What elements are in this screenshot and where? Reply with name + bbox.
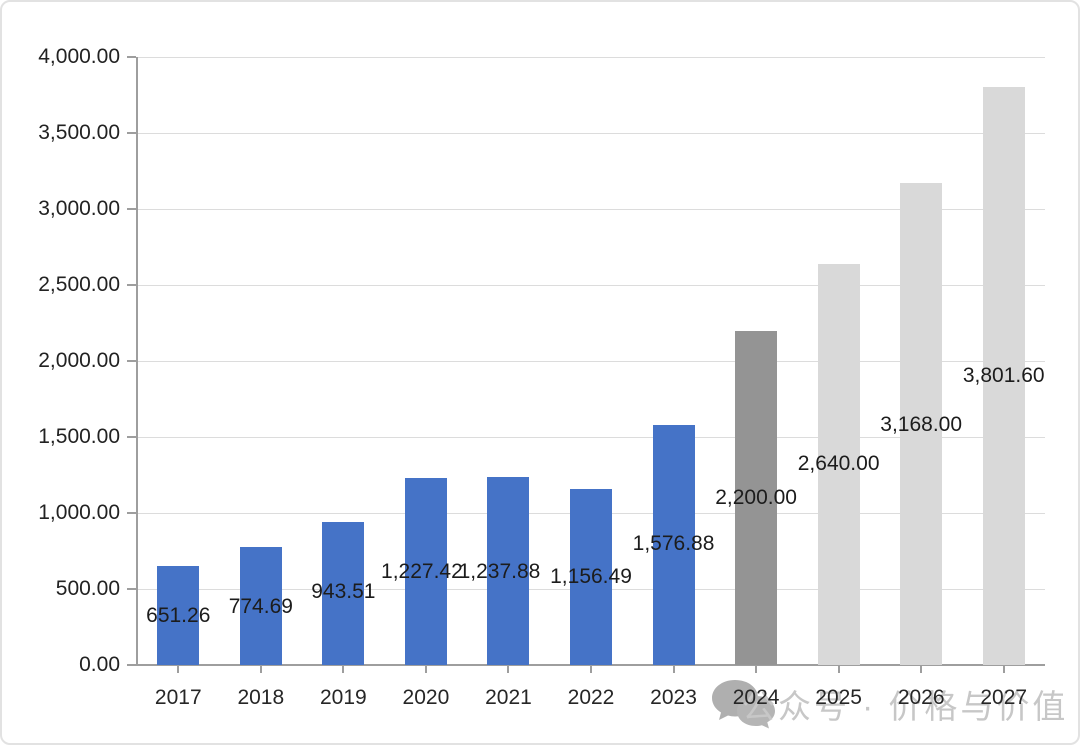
x-axis-tick	[177, 665, 180, 673]
y-axis-tick-label: 4,000.00	[38, 45, 120, 68]
x-axis-tick	[920, 665, 923, 673]
bar-value-label: 1,237.88	[458, 560, 541, 583]
x-axis-tick	[424, 665, 427, 673]
x-axis-category-label: 2023	[650, 686, 697, 709]
x-axis-category-label: 2017	[154, 686, 202, 709]
y-gridline	[137, 360, 1045, 362]
y-axis-tick-label: 500.00	[55, 577, 120, 600]
bar-value-label: 943.51	[311, 580, 376, 603]
y-axis-tick	[127, 436, 136, 438]
y-axis-tick-label: 0.00	[79, 653, 120, 676]
bar-2024	[735, 330, 778, 665]
y-axis-tick	[127, 512, 136, 514]
bar-2025	[817, 263, 860, 665]
x-axis-category-label: 2020	[402, 686, 450, 709]
x-axis-tick	[259, 665, 262, 673]
y-gridline	[137, 132, 1045, 134]
x-axis-category-label: 2018	[237, 686, 285, 709]
x-axis-category-label: 2027	[980, 686, 1028, 709]
y-axis-tick	[127, 664, 136, 666]
bar-2018	[239, 547, 282, 665]
y-axis-tick	[127, 360, 136, 362]
bar-2026	[900, 183, 943, 665]
x-axis-tick	[672, 665, 675, 673]
bar-value-label: 3,801.60	[962, 364, 1045, 387]
y-axis-tick	[127, 132, 136, 134]
x-axis-category-label: 2026	[897, 686, 945, 709]
y-axis-tick-label: 2,500.00	[38, 273, 120, 296]
x-axis-tick	[755, 665, 758, 673]
x-axis-category-label: 2025	[815, 686, 862, 709]
x-axis-tick	[507, 665, 510, 673]
x-axis-category-label: 2019	[320, 686, 367, 709]
bar-2019	[322, 521, 365, 665]
bar-value-label: 3,168.00	[880, 413, 963, 436]
bar-value-label: 2,640.00	[797, 452, 880, 475]
y-axis-line	[136, 57, 138, 665]
bar-2020	[404, 478, 447, 665]
x-axis-category-label: 2021	[485, 686, 532, 709]
y-gridline	[137, 56, 1045, 58]
y-axis-tick-label: 3,500.00	[38, 121, 120, 144]
x-axis-category-label: 2024	[732, 686, 780, 709]
bar-value-label: 1,576.88	[632, 532, 715, 555]
bar-2027	[982, 87, 1025, 665]
bar-value-label: 1,227.42	[381, 560, 463, 583]
y-axis-tick-label: 1,000.00	[38, 501, 120, 524]
y-axis-tick-label: 1,500.00	[38, 425, 120, 448]
x-axis-tick	[590, 665, 592, 673]
chat-bubbles-icon	[712, 680, 775, 729]
y-gridline	[137, 284, 1045, 286]
watermark: 公众号 · 价格与价值	[708, 676, 1068, 732]
x-axis-category-label: 2022	[567, 686, 615, 709]
bar-value-label: 651.26	[146, 604, 211, 627]
bar-2023	[652, 425, 695, 665]
bar-2021	[487, 476, 530, 665]
bar-value-label: 2,200.00	[715, 486, 797, 509]
y-axis-tick	[127, 208, 136, 210]
watermark-text: 公众号 · 价格与价值	[742, 688, 1069, 725]
y-axis-tick	[127, 56, 136, 58]
y-gridline	[137, 208, 1045, 210]
x-axis-tick	[1002, 665, 1005, 673]
bar-value-label: 1,156.49	[550, 565, 632, 588]
y-axis-tick-label: 3,000.00	[38, 197, 120, 220]
bar-2022	[570, 489, 612, 665]
y-axis-tick	[127, 284, 136, 286]
bar-2017	[157, 566, 200, 665]
x-axis-line	[128, 664, 1045, 666]
x-axis-tick	[837, 665, 840, 673]
bar-value-label: 774.69	[228, 595, 293, 618]
y-axis-tick	[127, 588, 136, 590]
y-axis-tick-label: 2,000.00	[38, 349, 120, 372]
y-gridline	[137, 436, 1045, 438]
x-axis-tick	[342, 665, 345, 673]
